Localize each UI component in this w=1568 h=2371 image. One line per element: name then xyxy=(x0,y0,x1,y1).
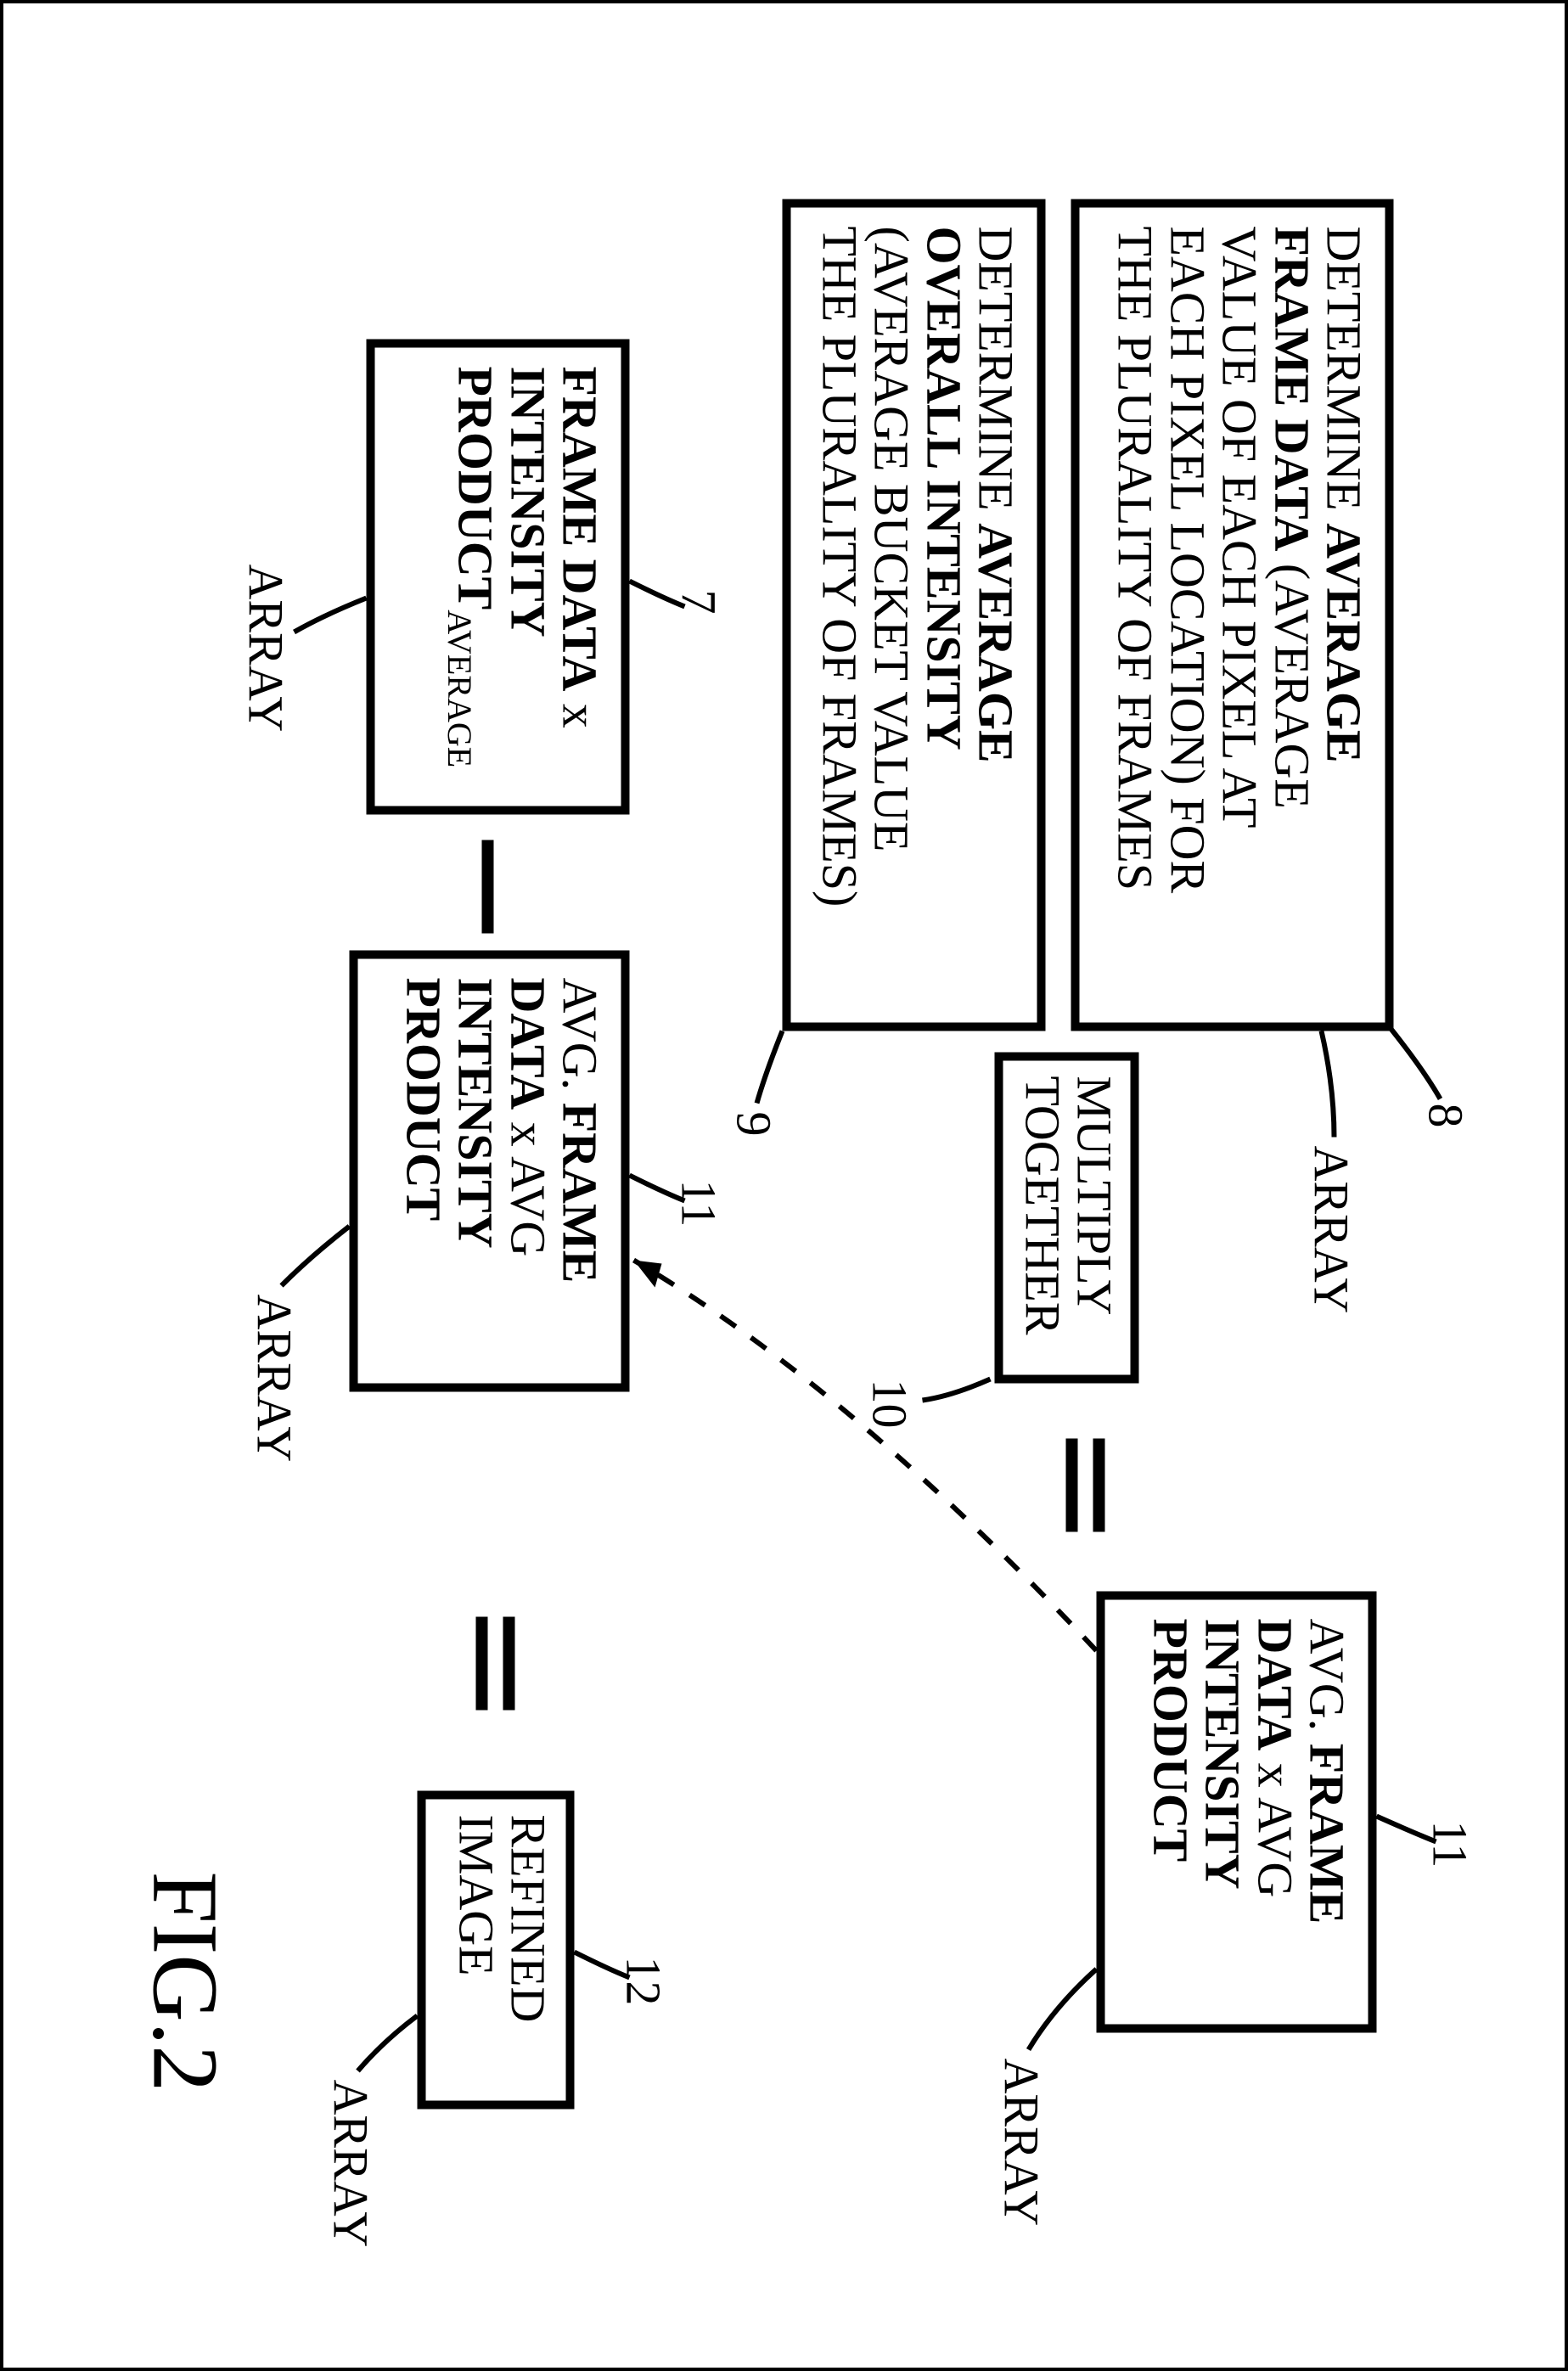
array-label-12: ARRAY xyxy=(322,2079,379,2247)
leader-array-12 xyxy=(71,71,1503,2306)
content-frame: DETERMINE AVERAGE FRAME DATA (AVERAGE VA… xyxy=(71,71,1503,2306)
figure-label: FIG.2 xyxy=(131,1871,239,2092)
page: DETERMINE AVERAGE FRAME DATA (AVERAGE VA… xyxy=(0,0,1568,2371)
rotated-diagram: DETERMINE AVERAGE FRAME DATA (AVERAGE VA… xyxy=(71,71,1503,2306)
